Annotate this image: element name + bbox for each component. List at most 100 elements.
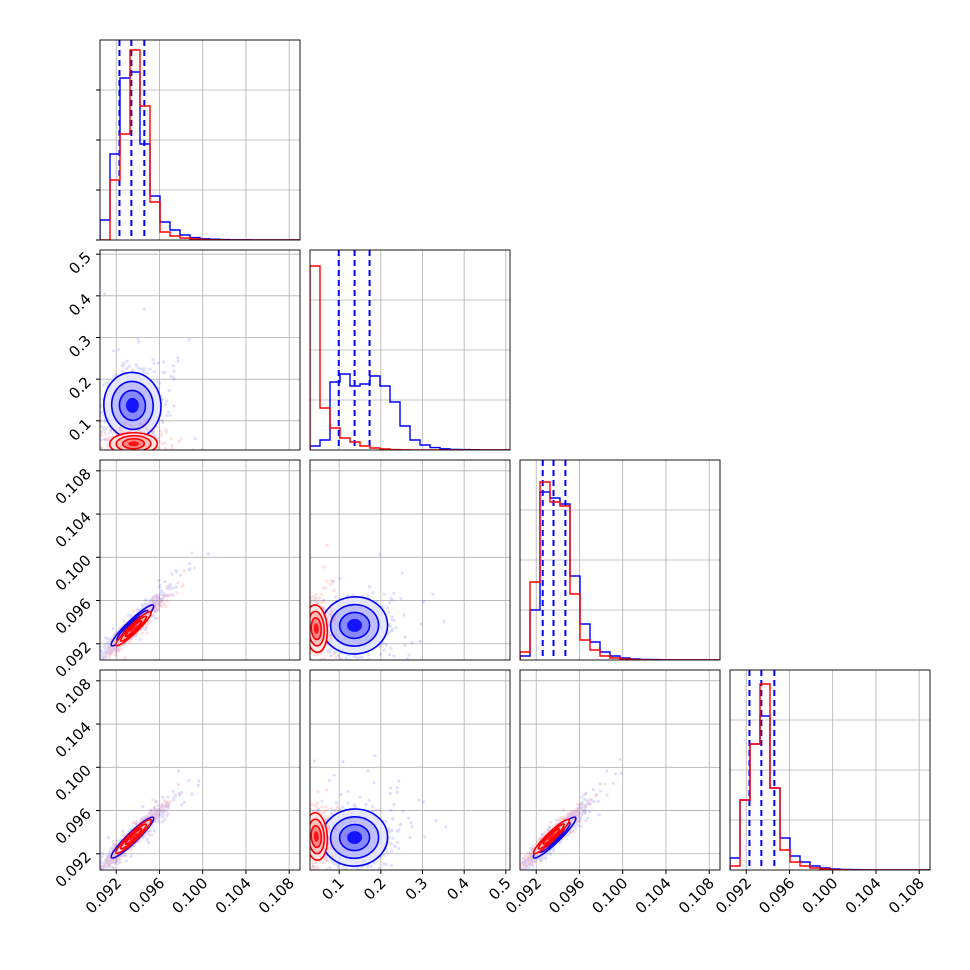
- scatter-point: [85, 459, 88, 462]
- scatter-point: [307, 608, 310, 611]
- scatter-point: [148, 606, 152, 610]
- scatter-point: [311, 594, 315, 599]
- scatter-point: [355, 662, 358, 665]
- scatter-point: [154, 594, 158, 598]
- scatter-point: [116, 647, 120, 651]
- scatter-point: [122, 627, 126, 631]
- scatter-point: [306, 633, 309, 636]
- scatter-point: [150, 608, 154, 612]
- scatter-point: [116, 648, 120, 652]
- scatter-point: [134, 821, 138, 825]
- scatter-point: [322, 661, 325, 664]
- scatter-point: [117, 649, 121, 653]
- scatter-point: [310, 657, 313, 660]
- scatter-point: [159, 602, 163, 607]
- scatter-point: [89, 664, 92, 667]
- scatter-point: [156, 436, 160, 440]
- scatter-point: [107, 649, 112, 653]
- scatter-point: [172, 404, 176, 408]
- scatter-point: [100, 656, 105, 660]
- scatter-point: [302, 645, 305, 648]
- scatter-point: [91, 364, 94, 367]
- scatter-point: [156, 604, 160, 609]
- scatter-point: [115, 646, 119, 650]
- scatter-point: [167, 587, 171, 591]
- scatter-point: [122, 453, 125, 456]
- scatter-point: [310, 600, 313, 604]
- scatter-point: [153, 604, 157, 608]
- scatter-point: [142, 307, 146, 311]
- scatter-point: [128, 423, 132, 427]
- scatter-point: [123, 656, 127, 660]
- scatter-point: [338, 576, 342, 581]
- scatter-point: [151, 605, 155, 609]
- scatter-point: [148, 599, 152, 603]
- scatter-point: [306, 622, 309, 625]
- scatter-point: [316, 652, 320, 656]
- scatter-point: [152, 601, 156, 605]
- scatter-point: [103, 642, 107, 647]
- scatter-point: [120, 364, 124, 368]
- scatter-point: [109, 647, 113, 651]
- scatter-point: [135, 364, 139, 368]
- scatter-point: [161, 420, 165, 424]
- scatter-point: [155, 379, 159, 383]
- scatter-point: [103, 650, 107, 654]
- scatter-point: [178, 440, 182, 444]
- scatter-point: [152, 603, 156, 608]
- scatter-point: [147, 601, 151, 605]
- scatter-point: [147, 455, 150, 458]
- scatter-point: [104, 636, 108, 640]
- scatter-point: [151, 813, 155, 818]
- scatter-point: [165, 399, 169, 403]
- scatter-point: [104, 648, 108, 652]
- scatter-point: [379, 644, 383, 648]
- scatter-point: [105, 652, 109, 656]
- scatter-point: [137, 367, 141, 371]
- scatter-point: [111, 648, 115, 652]
- scatter-point: [306, 673, 309, 676]
- scatter-point: [305, 641, 308, 644]
- scatter-point: [143, 453, 146, 456]
- scatter-point: [171, 593, 175, 597]
- scatter-point: [306, 620, 309, 623]
- scatter-point: [107, 650, 111, 654]
- scatter-point: [127, 364, 131, 368]
- scatter-point: [157, 585, 162, 589]
- scatter-point: [306, 634, 309, 637]
- scatter-point: [399, 596, 403, 601]
- density-level-0: [125, 397, 139, 413]
- scatter-point: [124, 853, 128, 857]
- scatter-point: [149, 462, 152, 465]
- scatter-point: [160, 419, 164, 423]
- scatter-point: [331, 580, 335, 584]
- scatter-point: [305, 628, 308, 631]
- scatter-point: [295, 620, 298, 623]
- scatter-point: [155, 602, 159, 606]
- scatter-point: [77, 463, 80, 466]
- scatter-point: [143, 452, 146, 455]
- scatter-point: [336, 653, 340, 657]
- scatter-point: [171, 586, 175, 590]
- scatter-point: [303, 629, 306, 632]
- scatter-point: [100, 653, 103, 657]
- scatter-point: [174, 585, 178, 589]
- scatter-point: [127, 466, 130, 469]
- scatter-point: [388, 653, 392, 657]
- scatter-point: [107, 436, 112, 440]
- scatter-point: [103, 428, 107, 432]
- scatter-point: [156, 601, 160, 605]
- scatter-point: [86, 362, 89, 365]
- contour-line-1: [310, 610, 326, 647]
- scatter-point: [154, 604, 158, 608]
- scatter-point: [337, 662, 340, 665]
- scatter-point: [306, 631, 309, 634]
- scatter-point: [160, 441, 164, 446]
- scatter-point: [304, 643, 307, 646]
- scatter-point: [307, 629, 310, 632]
- scatter-point: [314, 596, 318, 601]
- scatter-point: [301, 622, 304, 625]
- scatter-point: [305, 608, 308, 611]
- scatter-point: [306, 636, 309, 639]
- scatter-point: [403, 644, 407, 648]
